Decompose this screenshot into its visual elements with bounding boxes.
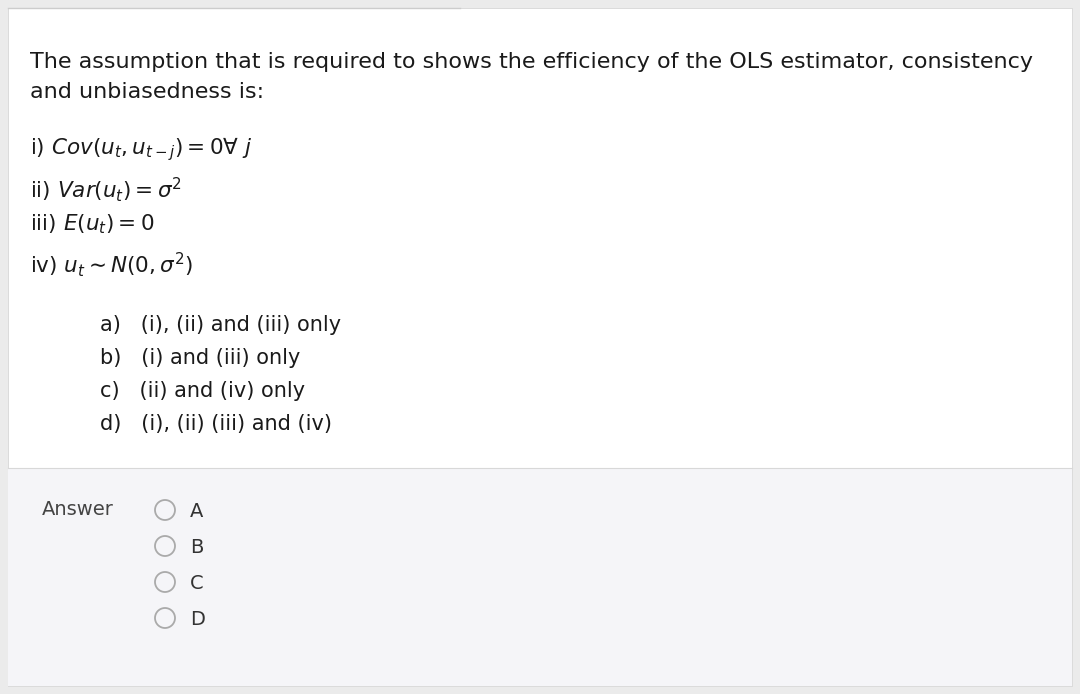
FancyBboxPatch shape bbox=[8, 8, 1072, 686]
Text: i) $\mathit{Cov}(u_{t},u_{t-j}) = 0\forall\ j$: i) $\mathit{Cov}(u_{t},u_{t-j}) = 0\fora… bbox=[30, 135, 253, 163]
Text: Answer: Answer bbox=[42, 500, 113, 519]
Text: ii) $\mathit{Var}(u_t) =\sigma^2$: ii) $\mathit{Var}(u_t) =\sigma^2$ bbox=[30, 175, 181, 204]
Text: b)   (i) and (iii) only: b) (i) and (iii) only bbox=[100, 348, 300, 368]
Text: a)   (i), (ii) and (iii) only: a) (i), (ii) and (iii) only bbox=[100, 315, 341, 335]
Text: c)   (ii) and (iv) only: c) (ii) and (iv) only bbox=[100, 381, 306, 401]
Text: The assumption that is required to shows the efficiency of the OLS estimator, co: The assumption that is required to shows… bbox=[30, 52, 1032, 72]
Text: and unbiasedness is:: and unbiasedness is: bbox=[30, 82, 265, 102]
Text: iv) $u_t \sim N(0,\sigma^2)$: iv) $u_t \sim N(0,\sigma^2)$ bbox=[30, 250, 193, 279]
Text: C: C bbox=[190, 574, 204, 593]
Text: B: B bbox=[190, 538, 203, 557]
Text: D: D bbox=[190, 610, 205, 629]
FancyBboxPatch shape bbox=[8, 468, 1072, 686]
Text: iii) $E(u_t) = 0$: iii) $E(u_t) = 0$ bbox=[30, 212, 154, 235]
Text: d)   (i), (ii) (iii) and (iv): d) (i), (ii) (iii) and (iv) bbox=[100, 414, 332, 434]
Text: A: A bbox=[190, 502, 203, 521]
